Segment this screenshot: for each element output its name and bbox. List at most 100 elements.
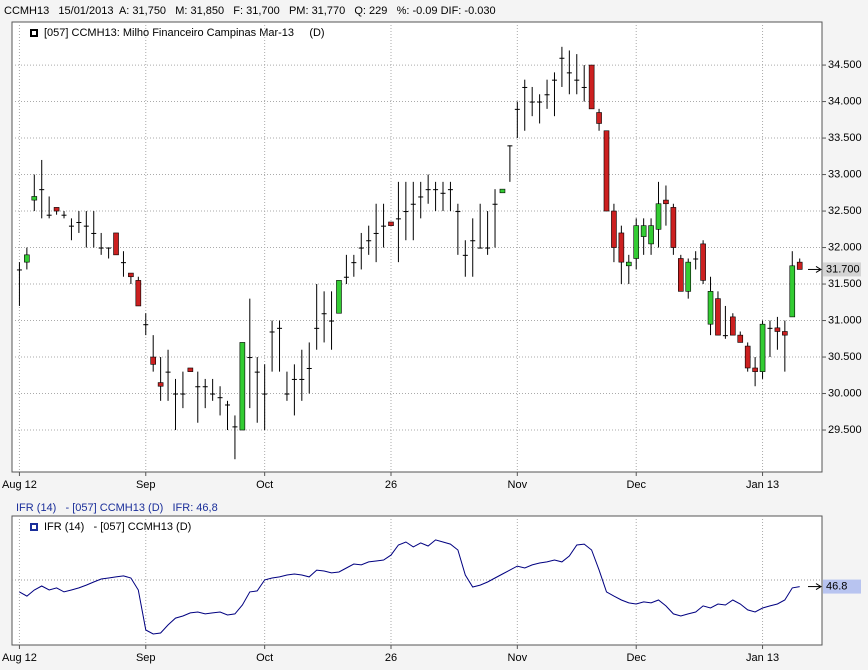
candle-body xyxy=(195,386,201,388)
candle-body xyxy=(143,324,149,326)
candle-body xyxy=(611,210,617,248)
candle-body xyxy=(722,335,728,337)
x-tick-label: Oct xyxy=(256,479,273,491)
candle-body xyxy=(187,367,194,372)
candle-body xyxy=(254,371,260,373)
candle-body xyxy=(485,247,491,249)
candle-body xyxy=(91,232,97,234)
y-tick-label: 34.500 xyxy=(828,59,862,71)
candle-body xyxy=(120,262,126,264)
candle-body xyxy=(180,393,186,395)
candle-body xyxy=(551,79,557,81)
candle-body xyxy=(314,327,320,329)
y-tick-label: 34.000 xyxy=(828,95,862,107)
x-tick-label: Jan 13 xyxy=(746,652,779,664)
candle-body xyxy=(700,243,706,281)
legend-icon-inner xyxy=(32,31,36,35)
candle-body xyxy=(796,261,803,270)
x-tick-label: Sep xyxy=(136,479,156,491)
candle-body xyxy=(492,203,498,205)
candle-body xyxy=(395,218,401,220)
candle-body xyxy=(752,367,758,372)
candle-body xyxy=(291,378,297,380)
candle-body xyxy=(39,189,45,191)
y-tick-label: 32.000 xyxy=(828,241,862,253)
candle-body xyxy=(596,112,602,124)
candle-body xyxy=(625,261,632,267)
candle-body xyxy=(685,261,692,292)
y-tick-label: 31.000 xyxy=(828,314,862,326)
candle-body xyxy=(269,331,275,333)
candle-body xyxy=(559,57,565,59)
last-value-tag xyxy=(823,262,861,277)
candle-body xyxy=(425,189,431,191)
candle-body xyxy=(759,323,766,372)
candle-body xyxy=(730,316,736,336)
candle-body xyxy=(202,386,208,388)
candle-body xyxy=(16,269,22,271)
candle-body xyxy=(433,189,439,191)
candle-body xyxy=(284,393,290,395)
candle-body xyxy=(440,192,446,194)
x-tick-label: 26 xyxy=(385,479,397,491)
candle-body xyxy=(61,214,67,216)
candle-body xyxy=(603,130,610,212)
candle-body xyxy=(76,222,82,223)
candle-body xyxy=(262,393,268,395)
candle-body xyxy=(618,232,625,263)
candle-body xyxy=(351,262,357,264)
x-tick-label: Dec xyxy=(626,652,646,664)
candle-body xyxy=(135,280,142,307)
candle-body xyxy=(210,393,216,395)
candle-body xyxy=(499,188,506,194)
candle-body xyxy=(670,207,677,248)
candle-body xyxy=(574,79,580,81)
candle-body xyxy=(678,258,684,292)
candle-body xyxy=(157,382,164,387)
candle-body xyxy=(782,331,788,336)
last-arrow-head xyxy=(815,266,822,273)
last-value-tag xyxy=(823,579,861,594)
candle-body xyxy=(477,247,483,249)
candle-body xyxy=(217,397,223,399)
candle-body xyxy=(707,291,714,325)
x-tick-label: Sep xyxy=(136,652,156,664)
candle-body xyxy=(225,404,231,406)
x-tick-label: 26 xyxy=(385,652,397,664)
candle-body xyxy=(655,203,662,230)
ifr-legend-icon-inner xyxy=(32,525,36,529)
candle-body xyxy=(358,247,364,249)
y-tick-label: 33.500 xyxy=(828,132,862,144)
x-tick-label: Nov xyxy=(508,652,528,664)
candle-body xyxy=(113,232,119,256)
candle-body xyxy=(514,108,520,110)
candle-body xyxy=(150,356,156,365)
candle-body xyxy=(693,258,699,260)
candle-body xyxy=(522,86,528,88)
y-tick-label: 31.500 xyxy=(828,278,862,290)
candle-body xyxy=(239,342,246,431)
candle-body xyxy=(24,254,30,263)
candle-body xyxy=(447,189,453,191)
candle-body xyxy=(544,94,550,96)
candle-body xyxy=(165,371,171,373)
candle-body xyxy=(336,280,342,314)
candle-body xyxy=(403,211,409,213)
candle-body xyxy=(329,320,335,322)
last-value-label: 31.700 xyxy=(826,263,860,275)
candle-body xyxy=(388,221,394,226)
last-value-label: 46.8 xyxy=(826,580,847,592)
candle-body xyxy=(715,298,721,336)
candle-body xyxy=(247,357,253,359)
candle-body xyxy=(321,313,327,315)
candle-body xyxy=(581,86,587,88)
candle-body xyxy=(774,327,781,332)
price-legend: [057] CCMH13: Milho Financeiro Campinas … xyxy=(44,27,325,39)
candle-body xyxy=(588,64,595,110)
ifr-line xyxy=(19,539,800,635)
candle-body xyxy=(633,225,640,259)
candle-body xyxy=(172,393,178,395)
ifr-legend: IFR (14) - [057] CCMH13 (D) xyxy=(44,521,191,533)
x-tick-label: Aug 12 xyxy=(2,479,37,491)
candle-body xyxy=(418,196,424,198)
